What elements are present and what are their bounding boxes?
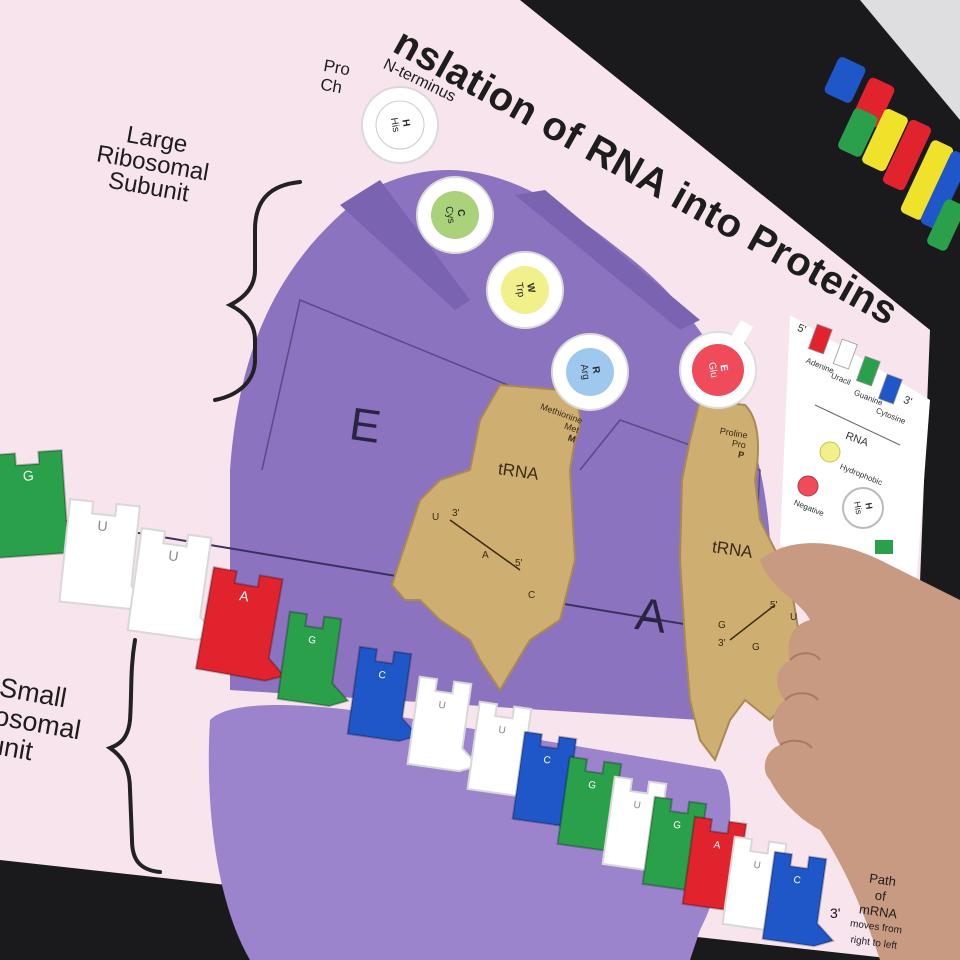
small-subunit-bracket (105, 638, 162, 874)
amino-acid-label: H His (387, 110, 413, 137)
mrna-nucleotide[interactable]: C (761, 850, 845, 949)
legend-base-swatch (877, 373, 903, 405)
mrna-base-letter: U (633, 800, 642, 812)
mrna-end3-label: 3' (830, 905, 841, 921)
legend-base-swatch (807, 323, 833, 355)
incoming-amino-acid[interactable] (692, 344, 744, 396)
trna-p-anticodon-2: A (482, 550, 489, 561)
amino-acid-label: W Trp (512, 275, 538, 302)
amino-acid[interactable] (501, 266, 549, 314)
mrna-base-letter: U (498, 725, 507, 737)
amino-acid[interactable] (431, 191, 479, 239)
mrna-base-letter: U (438, 700, 447, 712)
large-subunit-bracket (213, 180, 302, 402)
trna-a-amino: Proline Pro P (716, 426, 748, 460)
mrna-base-letter: G (307, 635, 316, 647)
mrna-base-letter: U (97, 517, 109, 534)
hand (760, 543, 960, 960)
trna-p-direction-line (449, 519, 521, 571)
wall-corner (860, 0, 960, 120)
trna-p-anticodon-3: C (528, 590, 536, 601)
legend-sample-amino-text: H His (850, 494, 875, 519)
legend-rna-line (814, 404, 901, 446)
trna-a-anticodon-2: G (752, 642, 760, 653)
mrna-nucleotide[interactable]: A (194, 565, 301, 684)
mrna-base-letter: U (167, 547, 179, 564)
incoming-amino-text: E Glu (705, 355, 731, 382)
mrna-path-label: Path of mRNA moves from right to left (847, 869, 910, 955)
mrna-nucleotide[interactable]: G (276, 610, 360, 709)
trna-a-anticodon-1: G (718, 620, 726, 631)
legend-sample-amino (842, 487, 884, 529)
protein-chain (361, 86, 629, 411)
exit-tunnel-right (515, 190, 700, 330)
mrna-nucleotide[interactable]: U (406, 675, 490, 774)
mrna-base-letter: C (543, 755, 552, 767)
small-subunit-label: Small osomal unit (0, 672, 88, 774)
trna-p-anticodon-1: U (432, 512, 440, 523)
legend-green-piece (875, 540, 893, 554)
trna-p-end5: 5' (515, 558, 523, 569)
mrna-base-letter: A (713, 840, 721, 852)
mrna-base-letter: G (672, 820, 681, 832)
trna-p-end3: 3' (452, 508, 460, 519)
mrna-base-letter: U (753, 860, 762, 872)
legend-negative-swatch (797, 475, 819, 497)
mrna-nucleotide[interactable]: U (58, 498, 157, 611)
mrna-base-letter: G (22, 467, 34, 484)
trna-a-direction-line (729, 604, 776, 641)
legend-base-swatch (855, 355, 881, 387)
small-ribosomal-subunit (208, 705, 731, 960)
mrna-base-letter: A (238, 587, 251, 604)
mrna-base-letter: G (587, 780, 596, 792)
mrna-nucleotide[interactable]: C (346, 645, 430, 744)
trna-a-anticodon-3: U (790, 612, 798, 623)
mrna-nucleotide[interactable]: G (0, 449, 89, 559)
legend-hydrophobic-swatch (819, 441, 841, 463)
incoming-amino-tab (730, 319, 754, 345)
amino-acid-label: R Arg (577, 357, 603, 384)
amino-acid-label: C Cys (442, 200, 468, 227)
trna-a-site[interactable] (678, 398, 802, 763)
mrna-base-letter: C (793, 875, 802, 887)
exit-tunnel-left (340, 180, 470, 310)
amino-acid[interactable] (375, 100, 425, 150)
mrna-nucleotide[interactable]: U (126, 526, 229, 642)
legend-base-swatch (832, 338, 858, 370)
puzzle-pile (824, 57, 960, 251)
hand-knuckles (779, 652, 821, 749)
trna-a-end5: 5' (770, 600, 778, 611)
trna-a-end3: 3' (718, 638, 726, 649)
legend-bases (807, 323, 903, 405)
mrna-strand: G U U A G C U U C G U G A U C (0, 449, 845, 949)
mrna-base-letter: C (378, 670, 387, 682)
amino-acid[interactable] (566, 348, 614, 396)
